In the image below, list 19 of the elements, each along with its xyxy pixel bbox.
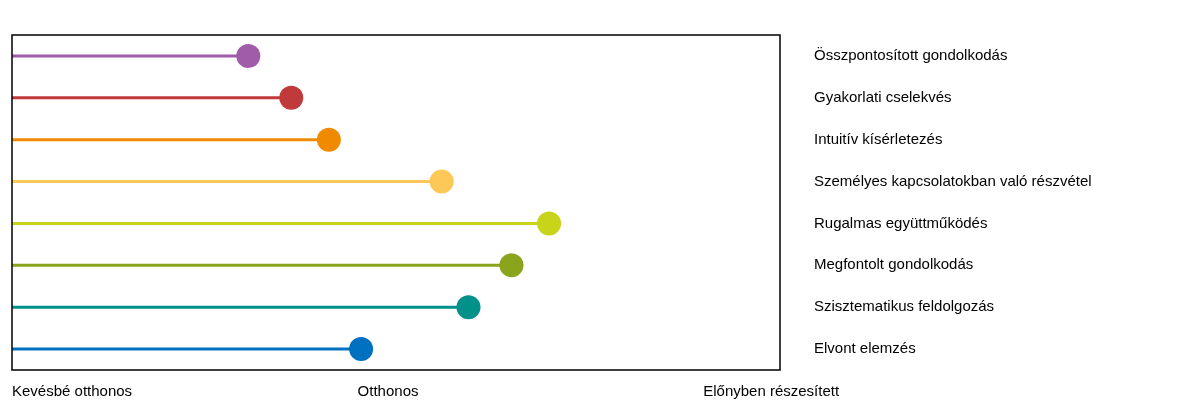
point xyxy=(316,127,341,152)
y-tick-label: Intuitív kísérletezés xyxy=(814,129,943,147)
point xyxy=(537,211,562,236)
y-tick-label: Összpontosított gondolkodás xyxy=(814,46,1008,64)
y-tick-label: Gyakorlati cselekvés xyxy=(814,87,952,105)
point xyxy=(456,295,481,320)
y-tick-label: Szisztematikus feldolgozás xyxy=(814,297,995,315)
y-tick-label: Megfontolt gondolkodás xyxy=(814,255,974,273)
point xyxy=(349,337,374,362)
text: Előnyben részesített xyxy=(703,382,840,400)
point xyxy=(499,253,524,278)
text: Otthonos xyxy=(357,382,419,400)
text: Kevésbé otthonos xyxy=(12,382,133,400)
y-tick-label: Elvont elemzés xyxy=(814,339,916,357)
point xyxy=(279,85,304,110)
point xyxy=(429,169,454,194)
point xyxy=(236,43,261,68)
y-tick-label: Személyes kapcsolatokban való részvétel xyxy=(814,171,1092,189)
y-tick-label: Rugalmas együttműködés xyxy=(814,213,988,231)
